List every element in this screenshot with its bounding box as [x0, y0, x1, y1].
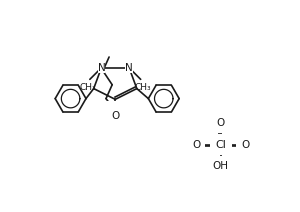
Text: O: O [217, 118, 225, 128]
Text: OH: OH [213, 161, 229, 171]
Text: O: O [192, 140, 200, 150]
Text: N: N [125, 63, 133, 73]
Text: O: O [241, 140, 250, 150]
Text: Cl: Cl [215, 140, 226, 150]
Text: N: N [98, 63, 105, 73]
Text: O: O [111, 111, 119, 121]
Text: CH₃: CH₃ [135, 83, 151, 92]
Text: CH₃: CH₃ [79, 83, 96, 92]
